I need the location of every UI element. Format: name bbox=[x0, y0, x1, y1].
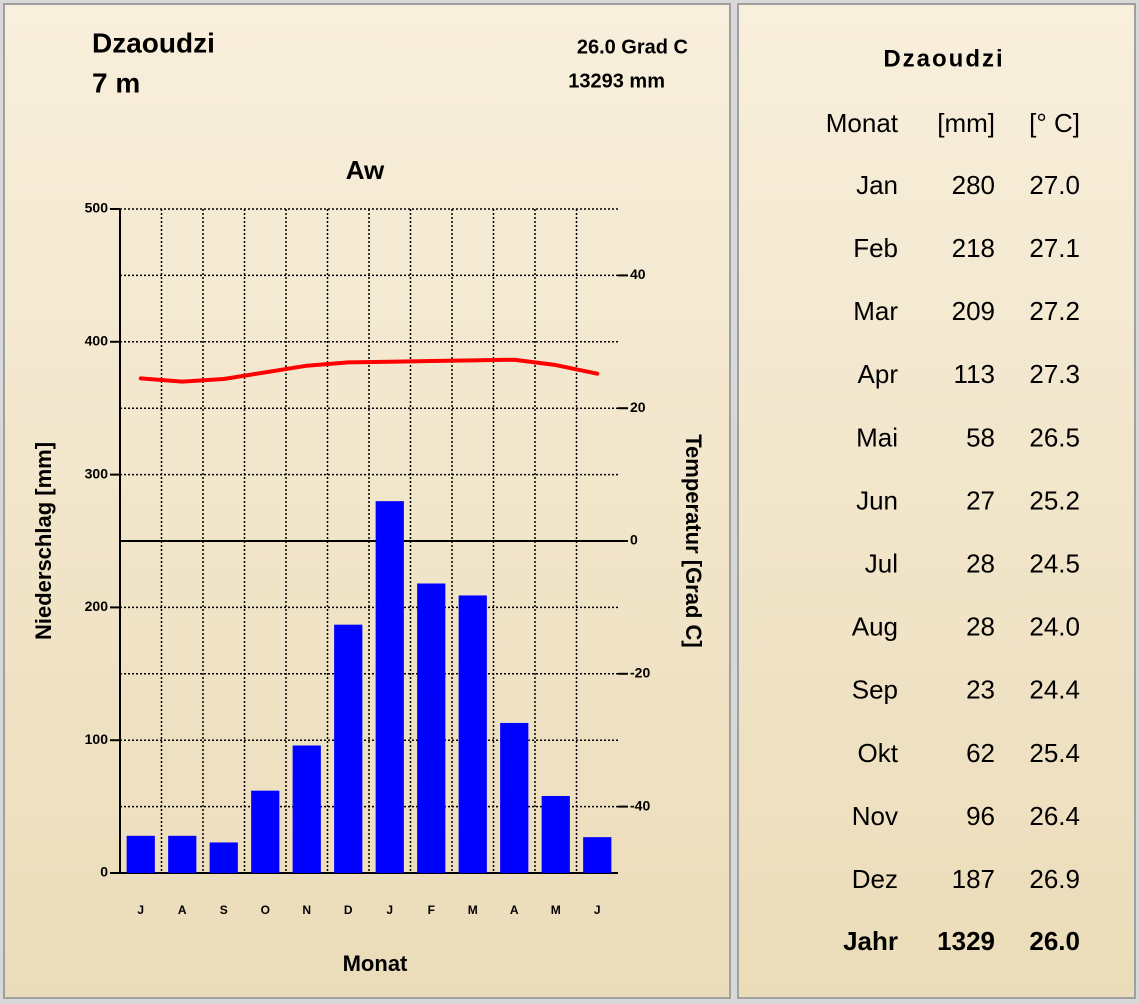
x-tick-label: M bbox=[551, 903, 561, 917]
y2-tick-label: 0 bbox=[630, 532, 638, 548]
table-cell: 26.9 bbox=[1029, 864, 1080, 894]
table-cell: 25.4 bbox=[1029, 738, 1080, 768]
bar bbox=[541, 795, 570, 873]
y2-tick-label: -20 bbox=[630, 665, 650, 681]
x-tick-label: O bbox=[261, 903, 270, 917]
table-cell: 28 bbox=[966, 548, 995, 578]
table-cell: Mar bbox=[853, 296, 898, 326]
table-cell: 26.4 bbox=[1029, 801, 1080, 831]
table-panel bbox=[737, 3, 1136, 999]
x-tick-label: S bbox=[220, 903, 228, 917]
y-tick-label: 400 bbox=[85, 333, 109, 349]
table-cell: 27.3 bbox=[1029, 359, 1080, 389]
table-cell: 58 bbox=[966, 422, 995, 452]
bar bbox=[209, 842, 238, 873]
table-cell: 27.1 bbox=[1029, 233, 1080, 263]
table-cell: 23 bbox=[966, 675, 995, 705]
x-tick-label: N bbox=[302, 903, 311, 917]
table-cell: Okt bbox=[858, 738, 899, 768]
x-tick-label: J bbox=[137, 903, 144, 917]
annual-temperature: 26.0 Grad C bbox=[577, 36, 688, 58]
y-tick-label: 500 bbox=[85, 200, 109, 216]
bar bbox=[292, 745, 321, 873]
table-cell: 24.0 bbox=[1029, 612, 1080, 642]
table-cell: Jun bbox=[856, 485, 898, 515]
bar bbox=[375, 501, 404, 873]
table-cell: 187 bbox=[952, 864, 995, 894]
table-cell: 209 bbox=[952, 296, 995, 326]
bar bbox=[168, 835, 197, 873]
y-tick-label: 100 bbox=[85, 731, 109, 747]
table-cell: 24.4 bbox=[1029, 675, 1080, 705]
y-tick-label: 200 bbox=[85, 598, 109, 614]
x-tick-label: J bbox=[594, 903, 601, 917]
elevation: 7 m bbox=[92, 67, 140, 98]
table-cell: Feb bbox=[853, 233, 898, 263]
bar bbox=[417, 583, 446, 873]
table-cell: 27 bbox=[966, 485, 995, 515]
bar bbox=[334, 624, 363, 873]
x-tick-label: D bbox=[344, 903, 353, 917]
x-axis-label: Monat bbox=[343, 951, 408, 976]
y2-tick-label: 40 bbox=[630, 266, 646, 282]
temperature-line bbox=[138, 357, 600, 384]
x-tick-label: A bbox=[510, 903, 519, 917]
chart-panel bbox=[3, 3, 731, 999]
bar bbox=[500, 722, 529, 873]
table-cell: 25.2 bbox=[1029, 485, 1080, 515]
table-cell: 218 bbox=[952, 233, 995, 263]
table-cell: Aug bbox=[852, 612, 898, 642]
table-cell: Jan bbox=[856, 170, 898, 200]
table-cell: 280 bbox=[952, 170, 995, 200]
table-title: Dzaoudzi bbox=[883, 45, 1004, 72]
table-footer: Jahr bbox=[843, 926, 898, 956]
y-tick-label: 300 bbox=[85, 465, 109, 481]
table-cell: Nov bbox=[852, 801, 898, 831]
station: Dzaoudzi bbox=[92, 27, 215, 58]
x-tick-label: M bbox=[468, 903, 478, 917]
table-cell: 27.0 bbox=[1029, 170, 1080, 200]
table-cell: 62 bbox=[966, 738, 995, 768]
bar bbox=[126, 835, 155, 873]
table-cell: Dez bbox=[852, 864, 898, 894]
table-cell: Sep bbox=[852, 675, 898, 705]
table-footer: 1329 bbox=[937, 926, 995, 956]
y2-axis-label: Temperatur [Grad C] bbox=[681, 434, 706, 648]
y-tick-label: 0 bbox=[100, 864, 108, 880]
table-cell: 96 bbox=[966, 801, 995, 831]
y2-tick-label: 20 bbox=[630, 399, 646, 415]
y-axis-label: Niederschlag [mm] bbox=[31, 442, 56, 640]
table-cell: 28 bbox=[966, 612, 995, 642]
table-cell: Mai bbox=[856, 422, 898, 452]
table-header: [° C] bbox=[1029, 108, 1080, 138]
table-cell: 27.2 bbox=[1029, 296, 1080, 326]
table-cell: 113 bbox=[954, 359, 995, 389]
bar bbox=[458, 595, 487, 873]
x-tick-label: A bbox=[178, 903, 187, 917]
bar bbox=[583, 837, 612, 873]
table-cell: Apr bbox=[858, 359, 899, 389]
x-tick-label: J bbox=[386, 903, 393, 917]
table-header: Monat bbox=[826, 108, 899, 138]
bar bbox=[251, 790, 280, 873]
table-cell: 24.5 bbox=[1029, 548, 1080, 578]
table-footer: 26.0 bbox=[1029, 926, 1080, 956]
x-tick-label: F bbox=[428, 903, 435, 917]
annual-precipitation: 13293 mm bbox=[568, 70, 665, 92]
table-cell: Jul bbox=[865, 548, 898, 578]
table-header: [mm] bbox=[937, 108, 995, 138]
table-cell: 26.5 bbox=[1029, 422, 1080, 452]
y2-tick-label: -40 bbox=[630, 797, 650, 813]
chart-title: Aw bbox=[346, 155, 385, 185]
